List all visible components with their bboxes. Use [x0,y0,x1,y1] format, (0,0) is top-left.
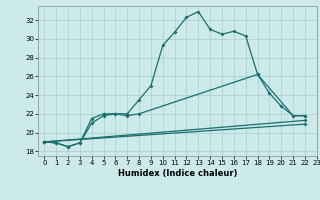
X-axis label: Humidex (Indice chaleur): Humidex (Indice chaleur) [118,169,237,178]
